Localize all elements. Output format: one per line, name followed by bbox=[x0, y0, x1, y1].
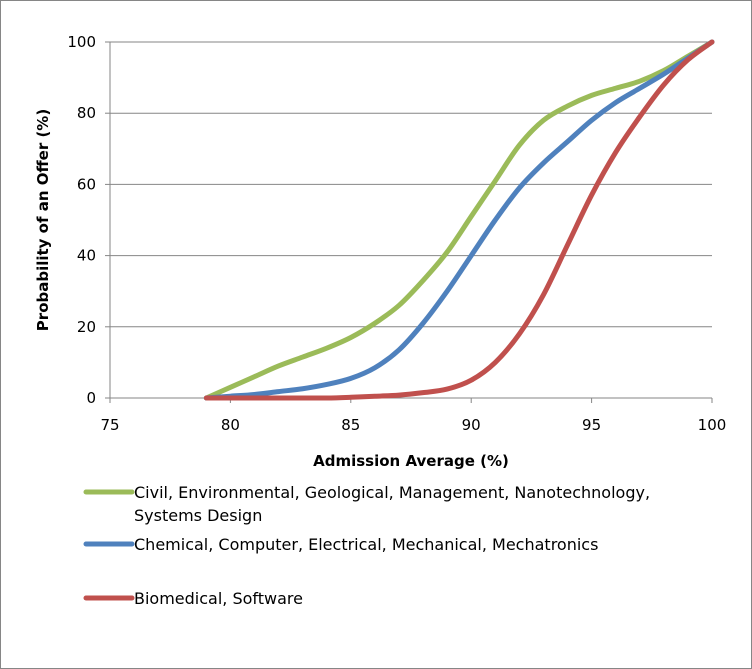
legend-label: Chemical, Computer, Electrical, Mechanic… bbox=[134, 535, 598, 554]
x-tick-label: 90 bbox=[462, 416, 481, 434]
x-tick-label: 85 bbox=[341, 416, 360, 434]
y-tick-label: 0 bbox=[86, 389, 96, 407]
x-tick-label: 95 bbox=[582, 416, 601, 434]
y-tick-label: 40 bbox=[77, 247, 96, 265]
legend-label: Civil, Environmental, Geological, Manage… bbox=[134, 483, 650, 502]
y-tick-labels: 0 20 40 60 80 100 bbox=[67, 33, 96, 407]
gridlines bbox=[110, 41, 712, 328]
y-tick-label: 60 bbox=[77, 175, 96, 193]
series-line-chemical-group bbox=[203, 39, 715, 401]
y-tick-label: 80 bbox=[77, 104, 96, 122]
series-lines bbox=[203, 39, 715, 401]
axes bbox=[105, 41, 713, 403]
x-tick-label: 75 bbox=[100, 416, 119, 434]
legend-label: Biomedical, Software bbox=[134, 589, 303, 608]
y-axis-title: Probability of an Offer (%) bbox=[34, 109, 52, 331]
legend-label: Systems Design bbox=[134, 506, 262, 525]
y-tick-label: 20 bbox=[77, 318, 96, 336]
x-axis-title: Admission Average (%) bbox=[313, 452, 509, 470]
x-tick-label: 100 bbox=[698, 416, 727, 434]
series-line-biomedical-software bbox=[203, 39, 715, 401]
series-line-civil-group bbox=[203, 39, 715, 401]
x-tick-labels: 75 80 85 90 95 100 bbox=[100, 416, 726, 434]
legend: Civil, Environmental, Geological, Manage… bbox=[83, 483, 650, 608]
y-tick-label: 100 bbox=[67, 33, 96, 51]
x-tick-label: 80 bbox=[221, 416, 240, 434]
